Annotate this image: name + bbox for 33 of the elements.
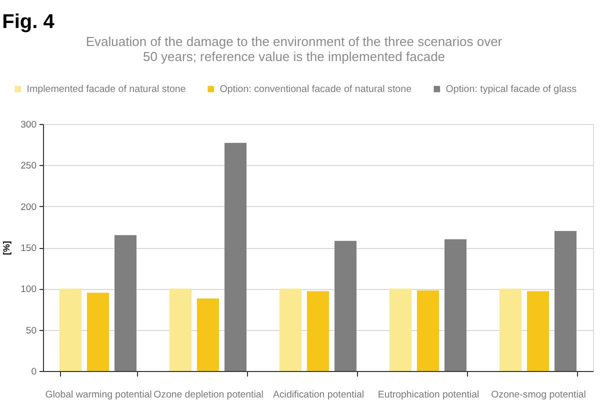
bar [197,298,219,371]
bar [500,288,522,371]
bar [224,142,246,371]
bar [417,290,439,371]
bar [87,292,109,371]
bar [114,235,136,371]
bar [170,288,192,371]
x-tick-label: Acidification potential [272,390,364,400]
y-axis-title: [%] [2,241,12,255]
bar [280,288,302,371]
y-tick-label: 50 [26,325,36,336]
y-tick-label: 250 [20,160,36,172]
bar [390,288,412,371]
y-tick-label: 300 [20,120,36,130]
y-tick-label: 200 [20,202,36,213]
bar [444,239,466,371]
bar [334,240,356,371]
y-tick-label: 150 [20,243,36,254]
legend-label: Option: conventional facade of natural stone [220,84,412,96]
x-tick-label: Global warming potential [45,390,152,400]
y-tick-label: 0 [31,366,36,378]
x-tick-label: Eutrophication potential [378,390,480,400]
bar [527,291,549,371]
bar [60,288,82,371]
x-tick-label: Ozone-smog potential [491,390,586,400]
x-tick-label: Ozone depletion potential [154,390,264,400]
legend-label: Option: typical facade of glass [446,84,577,96]
y-tick-label: 100 [20,284,36,296]
bar [307,291,329,371]
bar [554,231,576,371]
chart-title: Fig. 4 [2,11,56,33]
legend-label: Implemented facade of natural stone [26,84,186,96]
chart-subtitle: Evaluation of the damage to the environment of the three scenarios over 50 years; reference value is the implemented facade [86,34,503,64]
